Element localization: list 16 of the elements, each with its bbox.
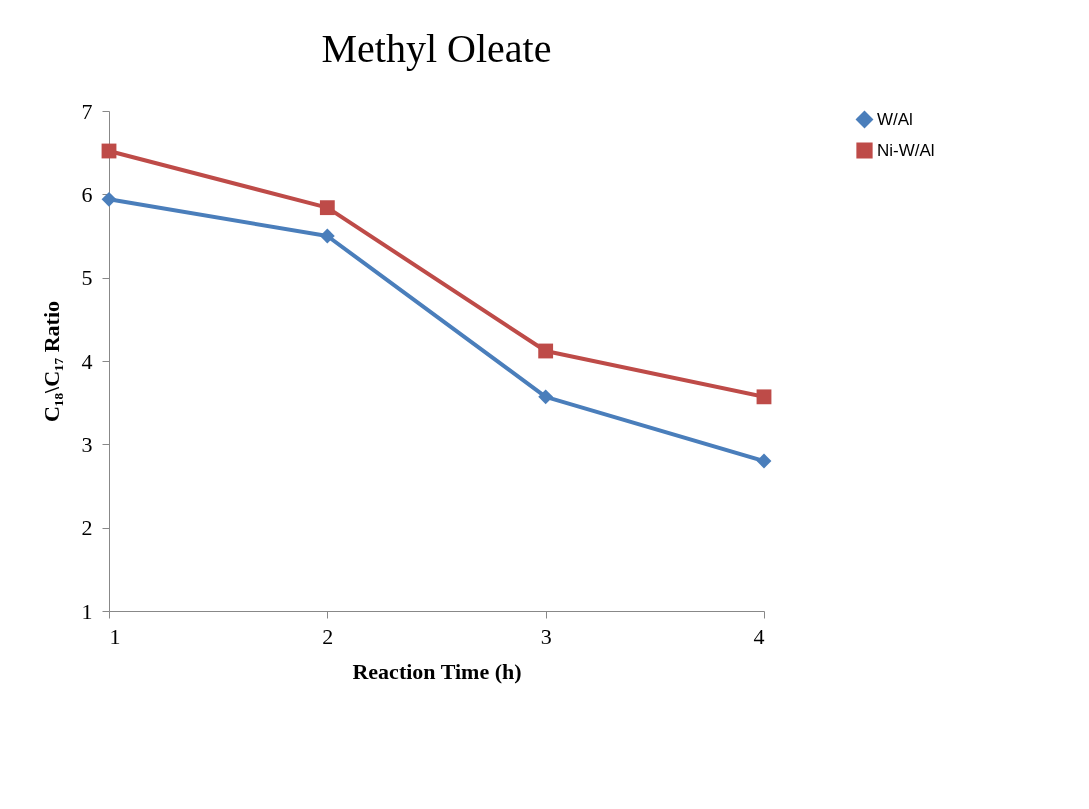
y-tick-label: 7 — [81, 98, 93, 124]
y-tick-label: 6 — [81, 181, 93, 207]
chart-title: Methyl Oleate — [321, 26, 552, 71]
x-tick-label: 1 — [109, 623, 121, 649]
y-tick-label: 5 — [81, 265, 93, 291]
x-axis-title: Reaction Time (h) — [352, 658, 522, 684]
y-tick-label: 3 — [81, 431, 93, 457]
y-tick-label: 2 — [81, 515, 93, 541]
y-tick-label: 4 — [81, 348, 93, 374]
legend-label: W/Al — [877, 109, 913, 129]
legend-label: Ni-W/Al — [877, 140, 935, 160]
y-tick-label: 1 — [81, 598, 93, 624]
x-tick-label: 4 — [753, 623, 765, 649]
x-tick-label: 2 — [322, 623, 334, 649]
x-tick-label: 3 — [540, 623, 552, 649]
y-axis-title: C₁₈\C₁₇ Ratio — [38, 300, 64, 423]
